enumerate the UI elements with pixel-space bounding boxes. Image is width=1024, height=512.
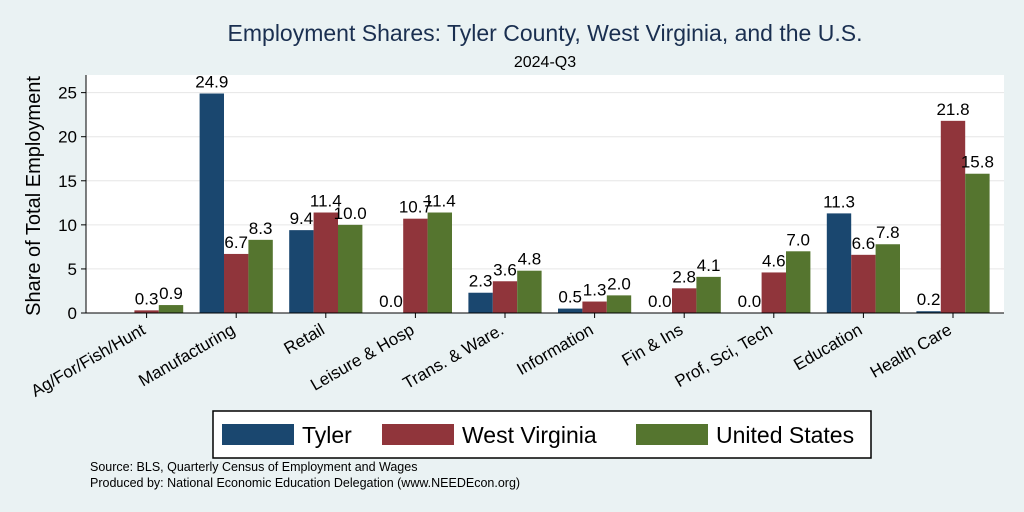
x-tick-label: Prof, Sci, Tech [672, 320, 776, 391]
bar-united-states [606, 295, 632, 313]
data-label: 10.0 [334, 204, 367, 223]
data-label: 21.8 [936, 100, 969, 119]
data-label: 2.3 [469, 272, 493, 291]
y-axis-label: Share of Total Employment [23, 76, 45, 316]
data-label: 8.3 [249, 219, 273, 238]
legend: Tyler West Virginia United States [212, 410, 872, 459]
data-label: 6.6 [852, 234, 876, 253]
data-label: 1.3 [583, 281, 607, 300]
source-line: Source: BLS, Quarterly Census of Employm… [90, 460, 417, 474]
data-label: 3.6 [493, 260, 517, 279]
data-label: 9.4 [290, 209, 314, 228]
data-label: 0.9 [159, 284, 183, 303]
bar-united-states [696, 276, 721, 313]
bar-west-virginia [940, 120, 966, 313]
x-tick-label: Ag/For/Fish/Hunt [28, 320, 149, 401]
bar-tyler [199, 93, 224, 313]
data-label: 4.8 [518, 250, 542, 269]
x-tick-label: Retail [281, 320, 328, 358]
bar-tyler [916, 311, 941, 313]
x-tick-label: Health Care [867, 320, 955, 382]
bar-tyler [826, 213, 852, 313]
data-label: 10.7 [399, 198, 432, 217]
x-tick-label: Information [513, 320, 596, 379]
bar-west-virginia [403, 218, 428, 313]
bar-united-states [427, 212, 452, 313]
bar-united-states [517, 270, 542, 313]
bar-united-states [786, 251, 811, 313]
data-label: 7.0 [786, 230, 810, 249]
data-labels: 0.3 0.924.96.78.39.411.410.00.010.711.42.… [135, 73, 994, 311]
y-tick-label: 15 [58, 172, 77, 191]
legend-swatch [382, 424, 454, 445]
bars [134, 93, 990, 313]
data-label: 0.5 [558, 288, 582, 307]
bar-west-virginia [761, 272, 786, 313]
legend-swatch [636, 424, 708, 445]
y-tick-label: 0 [68, 304, 77, 323]
data-label: 24.9 [195, 73, 228, 92]
data-label: 0.0 [738, 292, 762, 311]
legend-swatch [222, 424, 294, 445]
bar-united-states [338, 224, 363, 313]
data-label: 2.8 [672, 267, 696, 286]
legend-box [212, 410, 872, 459]
data-label: 4.1 [697, 256, 721, 275]
y-axis-ticks: 0 5 10 15 20 25 [58, 84, 86, 323]
data-label: 11.4 [310, 192, 342, 211]
bar-united-states [875, 244, 900, 313]
source-line: Produced by: National Economic Education… [90, 476, 520, 490]
legend-label: United States [716, 422, 854, 448]
y-tick-label: 10 [58, 216, 77, 235]
data-label: 4.6 [762, 251, 786, 270]
bar-west-virginia [224, 253, 249, 313]
data-label: 0.0 [648, 292, 672, 311]
data-label: 15.8 [961, 153, 994, 172]
chart-subtitle: 2024-Q3 [514, 54, 576, 71]
bar-west-virginia [672, 288, 697, 313]
data-label: 2.0 [607, 274, 631, 293]
bar-tyler [558, 308, 583, 313]
y-tick-label: 20 [58, 128, 77, 147]
x-tick-label: Manufacturing [135, 320, 238, 390]
data-label: 0.3 [135, 289, 159, 308]
data-label: 11.3 [823, 192, 855, 211]
legend-label: West Virginia [462, 422, 597, 448]
data-label: 7.8 [876, 223, 900, 242]
legend-label: Tyler [302, 422, 352, 448]
x-tick-label: Education [790, 320, 865, 374]
x-tick-label: Trans. & Ware. [400, 320, 507, 393]
data-label: 6.7 [224, 233, 248, 252]
bar-tyler [468, 292, 493, 313]
bar-tyler [289, 230, 314, 313]
bar-west-virginia [582, 301, 607, 313]
bar-west-virginia [851, 254, 876, 313]
chart-title: Employment Shares: Tyler County, West Vi… [228, 20, 863, 46]
bar-west-virginia [313, 212, 338, 313]
bar-west-virginia [492, 281, 518, 313]
y-tick-label: 5 [68, 260, 77, 279]
bar-west-virginia [134, 310, 159, 313]
source-note: Source: BLS, Quarterly Census of Employm… [90, 460, 520, 490]
data-label: 0.0 [379, 292, 403, 311]
y-tick-label: 25 [58, 84, 77, 103]
data-label: 0.2 [917, 290, 941, 309]
bar-united-states [158, 305, 184, 313]
x-tick-label: Fin & Ins [619, 320, 687, 370]
bar-united-states [965, 173, 990, 313]
bar-united-states [248, 239, 273, 313]
data-label: 11.4 [424, 192, 456, 211]
